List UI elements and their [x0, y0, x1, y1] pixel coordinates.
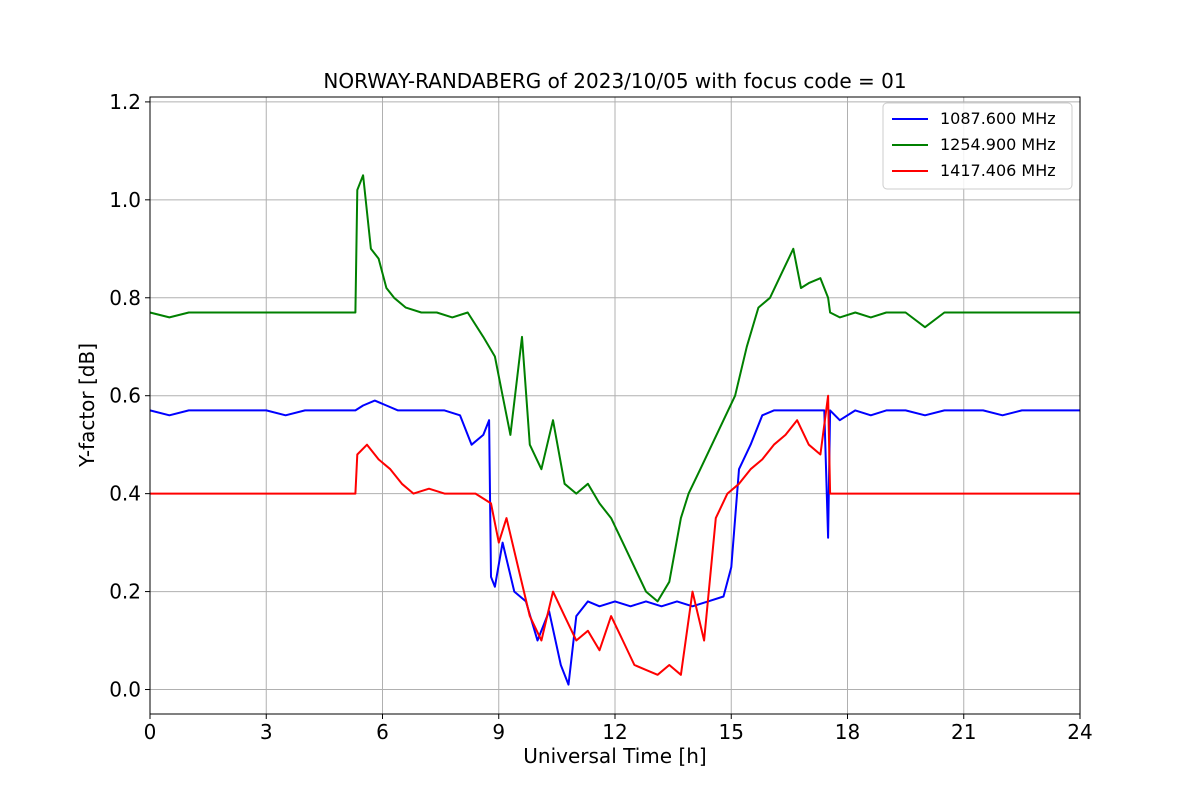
legend-label: 1087.600 MHz	[940, 109, 1056, 128]
x-tick-label: 9	[492, 720, 505, 744]
series-line-3	[150, 394, 1080, 676]
y-tick-label: 0.4	[109, 482, 141, 506]
legend-box	[882, 102, 1073, 190]
x-axis-ticks: 0 3 6 9 12 15 18 21 24	[144, 714, 1093, 744]
legend-label: 1254.900 MHz	[940, 135, 1056, 154]
x-axis-label: Universal Time [h]	[523, 744, 706, 768]
y-tick-label: 0.8	[109, 286, 141, 310]
x-tick-label: 21	[951, 720, 976, 744]
y-tick-label: 1.0	[109, 188, 141, 212]
x-tick-label: 0	[144, 720, 157, 744]
y-axis-label: Y-factor [dB]	[75, 343, 99, 468]
x-tick-label: 6	[376, 720, 389, 744]
legend-label: 1417.406 MHz	[940, 161, 1056, 180]
x-tick-label: 18	[835, 720, 860, 744]
y-tick-label: 0.2	[109, 580, 141, 604]
series-layer	[149, 174, 1080, 686]
x-tick-label: 3	[260, 720, 273, 744]
x-tick-label: 24	[1067, 720, 1092, 744]
series-line-2	[149, 174, 1080, 603]
y-tick-label: 1.2	[109, 90, 141, 114]
x-tick-label: 12	[602, 720, 627, 744]
x-tick-label: 15	[719, 720, 744, 744]
y-tick-label: 0.6	[109, 384, 141, 408]
chart-title: NORWAY-RANDABERG of 2023/10/05 with focu…	[323, 69, 906, 93]
legend: 1087.600 MHz 1254.900 MHz 1417.406 MHz	[882, 102, 1073, 190]
series-line-1	[149, 399, 1080, 686]
y-axis-ticks: 0.0 0.2 0.4 0.6 0.8 1.0 1.2	[109, 90, 150, 702]
y-tick-label: 0.0	[109, 678, 141, 702]
